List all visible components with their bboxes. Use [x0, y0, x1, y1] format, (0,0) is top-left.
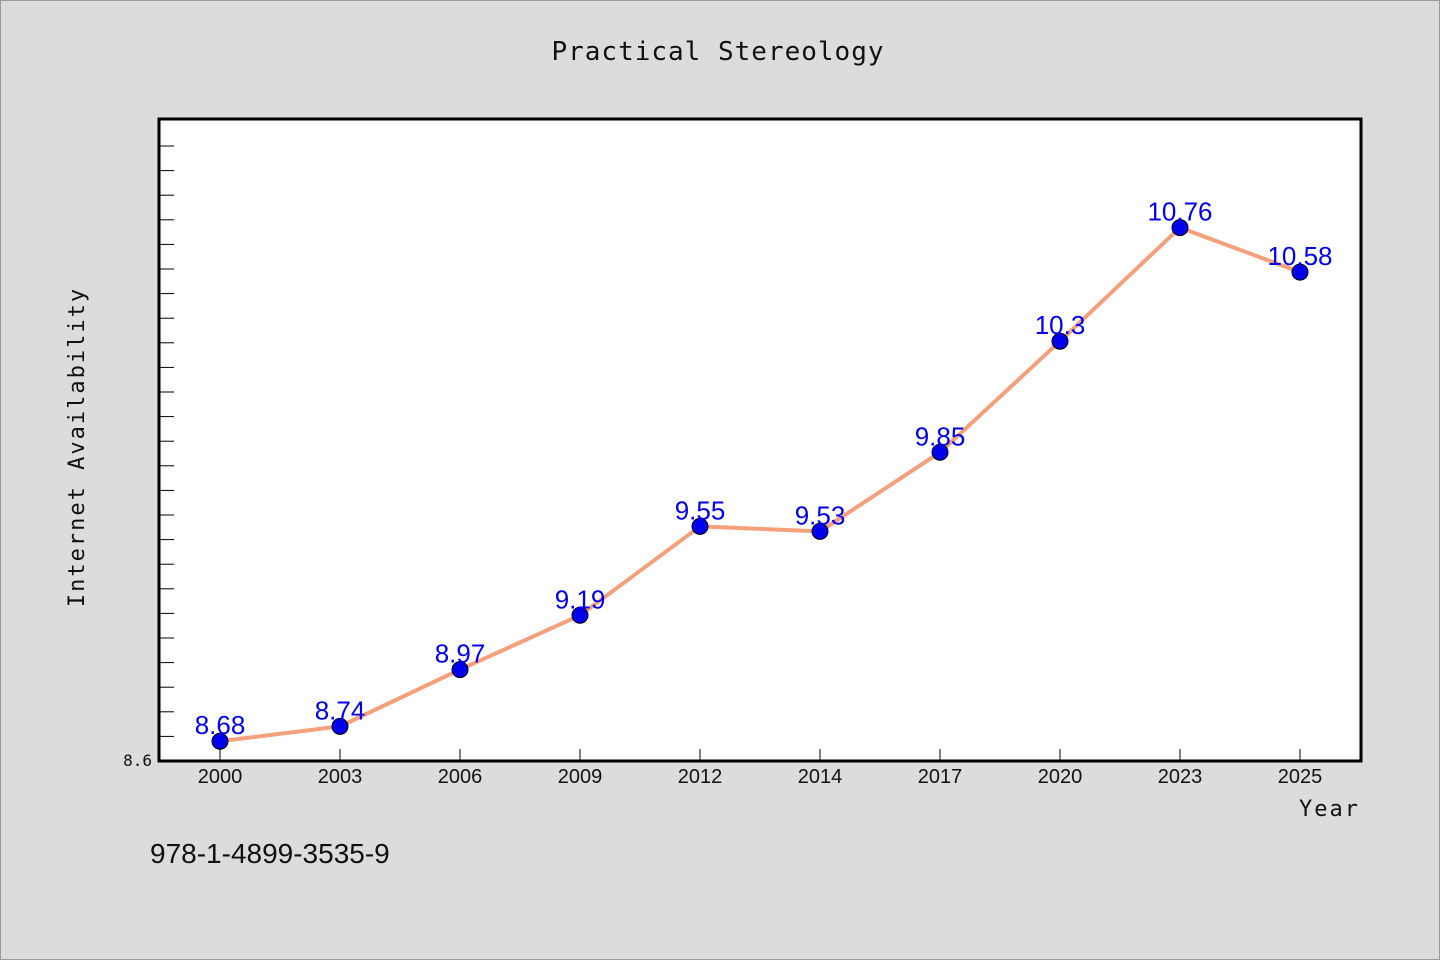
- data-point: [811, 522, 829, 540]
- data-point: [931, 443, 949, 461]
- x-axis-label: Year: [1299, 797, 1360, 822]
- series-line: [219, 225, 1301, 744]
- data-labels: 8.68 8.74 8.97 9.19 9.55 9.53 9.85 10.3 10.76 10.…: [195, 197, 1333, 741]
- x-tick-label: 2025: [1278, 766, 1323, 788]
- chart-title: Practical Stereology: [551, 37, 884, 67]
- x-axis-tick-labels: 2000 2003 2006 2009 2012 2014 2017 2020 2023 2025: [198, 766, 1323, 788]
- series-markers: [211, 219, 1309, 750]
- x-tick-label: 2000: [198, 766, 243, 788]
- x-tick-label: 2014: [798, 766, 843, 788]
- data-point: [451, 661, 469, 679]
- data-point: [1171, 219, 1189, 237]
- x-tick-label: 2006: [438, 766, 483, 788]
- x-tick-label: 2017: [918, 766, 963, 788]
- data-label: 9.53: [795, 500, 846, 530]
- data-label: 9.85: [915, 421, 966, 451]
- x-tick-label: 2012: [678, 766, 723, 788]
- data-label: 10.76: [1147, 197, 1212, 227]
- data-label: 8.74: [315, 695, 366, 725]
- data-point: [1291, 263, 1309, 281]
- data-point: [571, 606, 589, 624]
- x-tick-label: 2023: [1158, 766, 1203, 788]
- y-axis-ticks: [159, 145, 174, 762]
- plot-area: [157, 117, 1363, 763]
- data-label: 9.19: [555, 584, 606, 614]
- x-tick-label: 2009: [558, 766, 603, 788]
- data-label: 9.55: [675, 495, 726, 525]
- data-point: [1051, 332, 1069, 350]
- isbn-text: 978-1-4899-3535-9: [150, 838, 390, 869]
- data-label: 8.97: [435, 639, 486, 669]
- data-point: [211, 732, 229, 750]
- data-point: [691, 517, 709, 535]
- x-tick-label: 2003: [318, 766, 363, 788]
- data-label: 10.3: [1035, 310, 1086, 340]
- data-label: 8.68: [195, 710, 246, 740]
- y-tick-label-min: 8.6: [123, 751, 152, 770]
- data-label: 10.58: [1267, 241, 1332, 271]
- data-point: [331, 717, 349, 735]
- x-axis-ticks: [219, 749, 1301, 761]
- x-tick-label: 2020: [1038, 766, 1083, 788]
- y-axis-label: Internet Availability: [65, 287, 90, 607]
